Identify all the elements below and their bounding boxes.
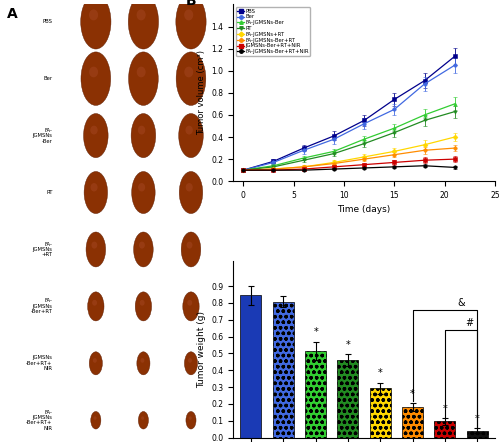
Ellipse shape — [132, 171, 155, 213]
Ellipse shape — [186, 183, 192, 191]
Ellipse shape — [176, 52, 206, 106]
Ellipse shape — [94, 416, 96, 420]
Ellipse shape — [178, 114, 204, 158]
Ellipse shape — [81, 52, 110, 106]
Y-axis label: Tumor weight (g): Tumor weight (g) — [197, 311, 206, 388]
X-axis label: Time (days): Time (days) — [338, 206, 390, 214]
Ellipse shape — [136, 67, 145, 77]
Text: RT: RT — [46, 190, 52, 195]
Text: PBS: PBS — [42, 19, 52, 24]
Bar — [273, 301, 294, 438]
Text: JGMSNs
-Ber+RT+
NIR: JGMSNs -Ber+RT+ NIR — [26, 355, 52, 371]
Ellipse shape — [89, 9, 98, 20]
Text: &: & — [458, 298, 465, 308]
Ellipse shape — [128, 0, 158, 49]
Ellipse shape — [90, 352, 102, 375]
Ellipse shape — [184, 352, 198, 375]
Ellipse shape — [188, 358, 192, 363]
Ellipse shape — [184, 9, 194, 20]
Bar — [240, 295, 262, 438]
Ellipse shape — [131, 114, 156, 158]
Y-axis label: Tumor volume (cm³): Tumor volume (cm³) — [197, 50, 206, 135]
Bar — [402, 407, 423, 438]
Ellipse shape — [184, 67, 193, 77]
Legend: PBS, Ber, FA-JGMSNs-Ber, RT, FA-JGMSNs+RT, FA-JGMSNs-Ber+RT, JGMSNs-Ber+RT+NIR, : PBS, Ber, FA-JGMSNs-Ber, RT, FA-JGMSNs+R… — [236, 7, 310, 56]
Text: A: A — [7, 7, 18, 21]
Text: B: B — [186, 0, 196, 8]
Ellipse shape — [128, 52, 158, 106]
Text: FA-
JGMSNs
-Ber+RT: FA- JGMSNs -Ber+RT — [30, 298, 52, 314]
Ellipse shape — [188, 300, 192, 306]
Text: #: # — [465, 318, 473, 328]
Ellipse shape — [181, 232, 201, 267]
Ellipse shape — [90, 126, 98, 134]
Ellipse shape — [183, 292, 199, 321]
Bar — [305, 351, 326, 438]
Ellipse shape — [139, 242, 145, 248]
Ellipse shape — [186, 242, 192, 248]
Text: *: * — [410, 389, 415, 399]
Text: FA-
JGMSNs
-Ber: FA- JGMSNs -Ber — [32, 128, 52, 144]
Ellipse shape — [91, 412, 101, 429]
Ellipse shape — [141, 416, 144, 420]
Ellipse shape — [93, 358, 97, 363]
Ellipse shape — [140, 300, 144, 306]
Ellipse shape — [84, 114, 108, 158]
Ellipse shape — [88, 292, 104, 321]
Ellipse shape — [92, 300, 97, 306]
Text: *: * — [346, 340, 350, 350]
Ellipse shape — [140, 358, 144, 363]
Ellipse shape — [137, 352, 150, 375]
Ellipse shape — [176, 0, 206, 49]
Ellipse shape — [138, 412, 148, 429]
Text: *: * — [475, 414, 480, 424]
Bar — [338, 360, 358, 438]
Ellipse shape — [89, 67, 98, 77]
Ellipse shape — [186, 126, 193, 134]
Text: *: * — [314, 328, 318, 337]
Ellipse shape — [92, 242, 98, 248]
Ellipse shape — [86, 232, 106, 267]
Ellipse shape — [84, 171, 108, 213]
Bar — [370, 389, 391, 438]
Ellipse shape — [134, 232, 153, 267]
Text: FA-
JGMSNs
+RT: FA- JGMSNs +RT — [32, 242, 52, 257]
Ellipse shape — [136, 9, 145, 20]
Text: FA-
JGMSNs
-Ber+RT+
NIR: FA- JGMSNs -Ber+RT+ NIR — [26, 410, 52, 431]
Ellipse shape — [188, 416, 192, 420]
Ellipse shape — [138, 126, 145, 134]
Text: *: * — [442, 404, 448, 414]
Text: *: * — [378, 368, 382, 378]
Ellipse shape — [80, 0, 111, 49]
Bar — [434, 421, 456, 438]
Text: Ber: Ber — [44, 76, 52, 81]
Ellipse shape — [135, 292, 152, 321]
Bar — [466, 431, 487, 438]
Ellipse shape — [90, 183, 98, 191]
Ellipse shape — [179, 171, 203, 213]
Ellipse shape — [138, 183, 145, 191]
Ellipse shape — [186, 412, 196, 429]
